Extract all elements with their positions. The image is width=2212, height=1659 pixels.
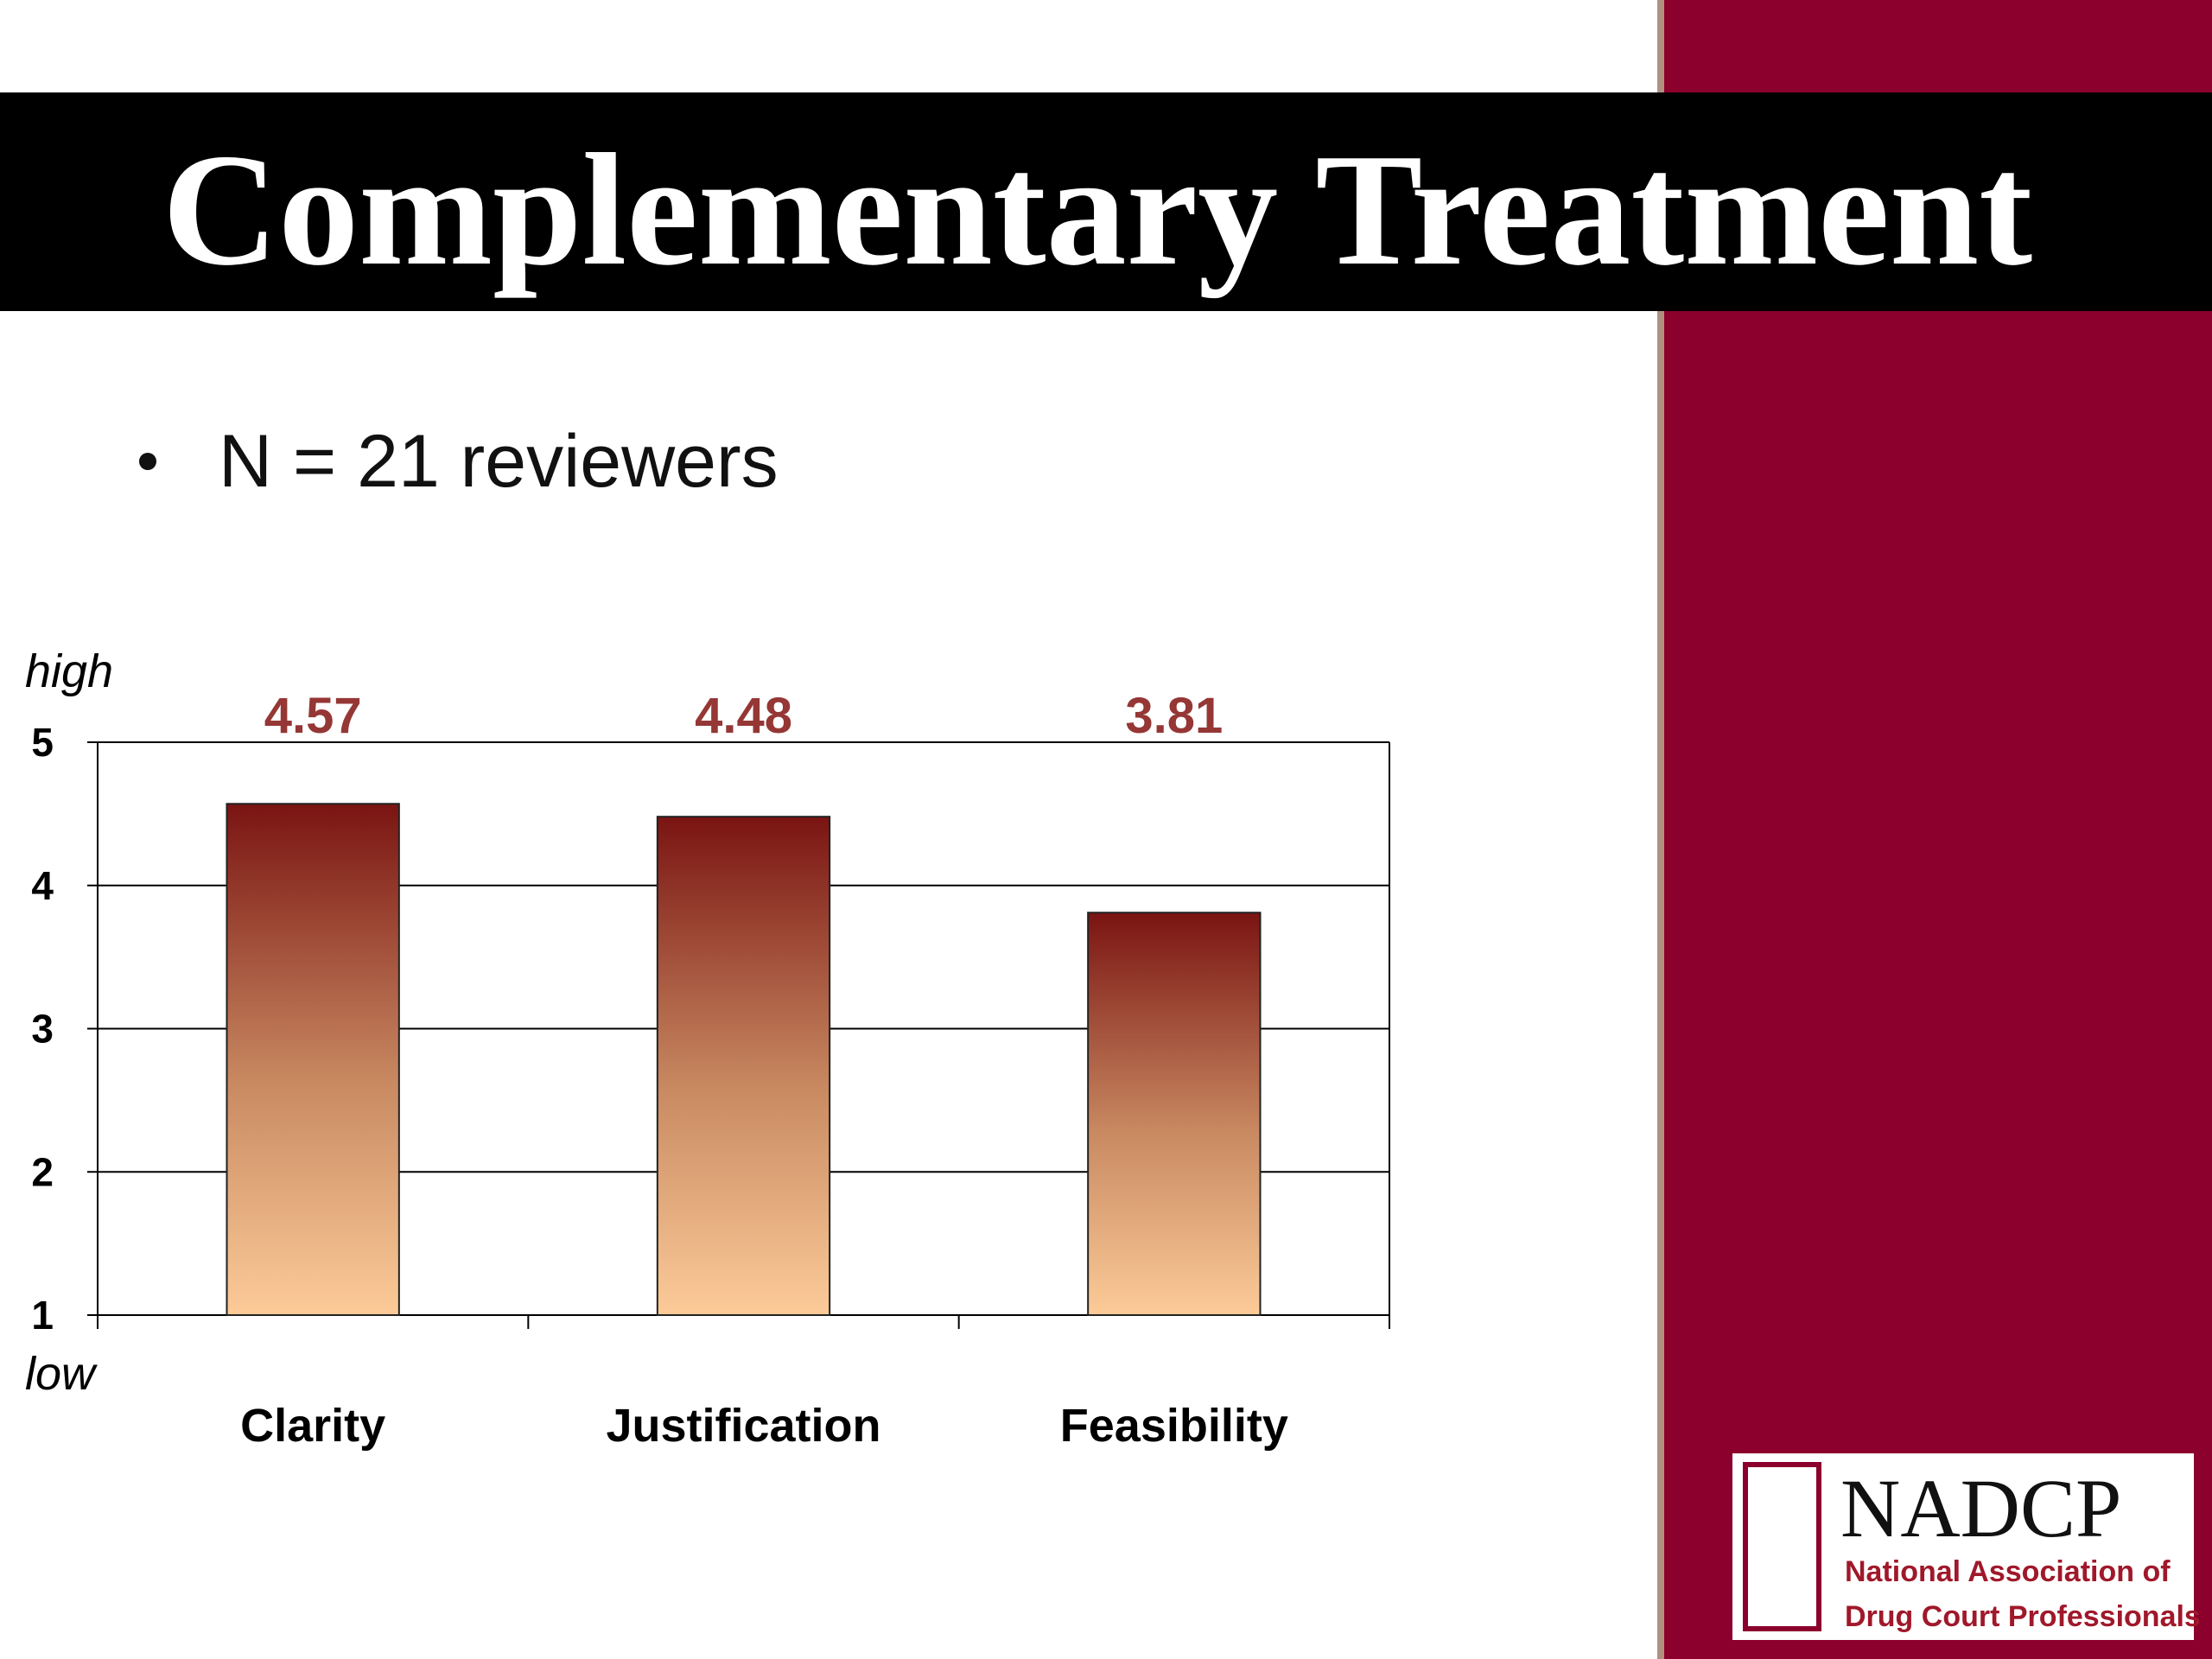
chart: 1 2 3 4 5 high low Clarity 4.57 Justification 4.48… xyxy=(25,645,1390,1452)
logo-line: Drug Court Professionals xyxy=(1845,1600,2201,1633)
title-band xyxy=(0,92,2212,311)
x-tick-label: Justification xyxy=(606,1400,880,1452)
x-tick-label: Clarity xyxy=(240,1400,385,1452)
bullet-text: N = 21 reviewers xyxy=(219,420,779,503)
logo-name: NADCP xyxy=(1840,1462,2121,1554)
y-tick-label: 2 xyxy=(31,1149,54,1194)
value-label: 3.81 xyxy=(1125,688,1223,744)
value-label: 4.57 xyxy=(264,688,362,744)
bar xyxy=(226,803,400,1316)
logo-line: National Association of xyxy=(1845,1555,2171,1588)
y-tick-label: 4 xyxy=(31,863,54,908)
value-label: 4.48 xyxy=(695,688,792,744)
bar xyxy=(1087,912,1262,1317)
bullet-dot xyxy=(139,453,156,470)
logo-emblem xyxy=(1743,1462,1821,1631)
y-tick-label: 3 xyxy=(31,1007,54,1052)
y-tick-label: 5 xyxy=(31,720,54,765)
logo-box xyxy=(1732,1453,2194,1640)
logo: NADCP National Association of Drug Court… xyxy=(1732,1453,2201,1640)
y-tick-label: 1 xyxy=(31,1293,54,1338)
axis-annotation: high xyxy=(25,645,113,697)
x-tick-label: Feasibility xyxy=(1060,1400,1288,1452)
side-panel-edge xyxy=(1657,0,1664,1659)
bar xyxy=(656,816,831,1316)
axis-annotation: low xyxy=(25,1348,98,1400)
slide-title: Complementary Treatment xyxy=(162,121,2032,299)
